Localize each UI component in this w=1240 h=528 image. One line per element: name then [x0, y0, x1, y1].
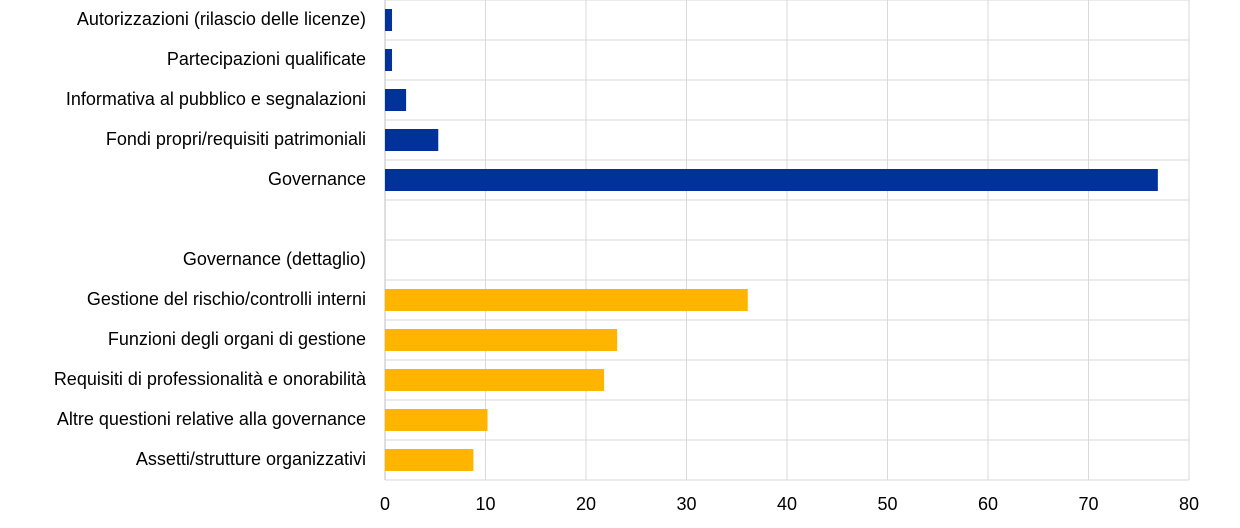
- bar: [385, 9, 393, 31]
- y-tick-label: Autorizzazioni (rilascio delle licenze): [77, 9, 366, 29]
- bar: [385, 449, 474, 471]
- bar: [385, 89, 407, 111]
- x-tick-label: 10: [475, 494, 495, 514]
- bar: [385, 409, 488, 431]
- x-tick-label: 40: [777, 494, 797, 514]
- x-tick-label: 60: [978, 494, 998, 514]
- y-tick-label: Partecipazioni qualificate: [167, 49, 366, 69]
- bar: [385, 49, 393, 71]
- x-tick-label: 80: [1179, 494, 1199, 514]
- x-tick-label: 30: [676, 494, 696, 514]
- bar: [385, 289, 748, 311]
- bar: [385, 129, 439, 151]
- x-tick-label: 50: [877, 494, 897, 514]
- y-tick-label: Assetti/strutture organizzativi: [136, 449, 366, 469]
- x-tick-label: 70: [1078, 494, 1098, 514]
- bar: [385, 369, 605, 391]
- y-tick-label: Requisiti di professionalità e onorabili…: [54, 369, 367, 389]
- x-tick-label: 0: [380, 494, 390, 514]
- y-tick-label: Gestione del rischio/controlli interni: [87, 289, 366, 309]
- bar: [385, 169, 1158, 191]
- y-tick-label: Governance: [268, 169, 366, 189]
- y-tick-label: Altre questioni relative alla governance: [57, 409, 366, 429]
- y-tick-label: Governance (dettaglio): [183, 249, 366, 269]
- y-tick-label: Funzioni degli organi di gestione: [108, 329, 366, 349]
- x-tick-label: 20: [576, 494, 596, 514]
- y-tick-label: Informativa al pubblico e segnalazioni: [66, 89, 366, 109]
- bar: [385, 329, 618, 351]
- y-tick-label: Fondi propri/requisiti patrimoniali: [106, 129, 366, 149]
